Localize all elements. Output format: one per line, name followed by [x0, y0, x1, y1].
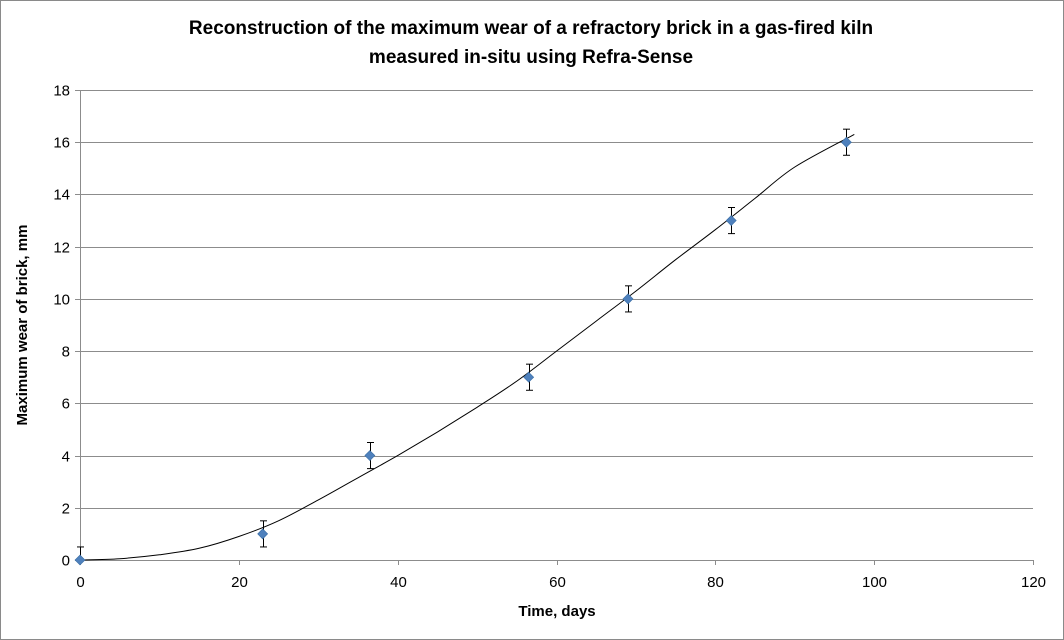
gridlines: [80, 90, 1033, 509]
y-tick-labels: 0 2 4 6 8 10 12 14 16 18: [53, 83, 70, 570]
x-tick-label: 100: [862, 574, 887, 591]
y-tick-label: 2: [62, 501, 70, 518]
y-tick-label: 18: [53, 83, 70, 100]
y-tick-label: 4: [62, 449, 70, 466]
x-tick-label: 120: [1021, 574, 1046, 591]
x-tick-label: 0: [76, 574, 84, 591]
y-tick-label: 6: [62, 396, 70, 413]
axes: [75, 90, 1034, 565]
x-tick-label: 20: [231, 574, 248, 591]
data-points: [74, 136, 852, 566]
data-point: [725, 215, 737, 226]
y-tick-label: 8: [62, 344, 70, 361]
x-tick-label: 40: [390, 574, 407, 591]
data-point: [523, 371, 535, 383]
chart-title-line-1: Reconstruction of the maximum wear of a …: [188, 18, 874, 39]
y-axis-title: Maximum wear of brick, mm: [14, 225, 31, 426]
trendline: [79, 133, 855, 561]
y-tick-label: 16: [53, 135, 70, 152]
data-point: [622, 293, 634, 305]
y-tick-label: 0: [62, 553, 70, 570]
data-point: [364, 450, 376, 461]
data-point: [840, 136, 852, 148]
x-tick-labels: 0 20 40 60 80 100 120: [76, 574, 1046, 591]
y-tick-label: 14: [53, 187, 70, 204]
data-point: [74, 554, 86, 566]
x-tick-label: 80: [707, 574, 724, 591]
chart-title: Reconstruction of the maximum wear of a …: [0, 14, 1062, 72]
trendline-layer: [79, 133, 855, 561]
y-tick-label: 12: [53, 240, 70, 257]
error-bars: [77, 128, 850, 561]
x-axis-title: Time, days: [518, 603, 595, 620]
y-tick-label: 10: [53, 292, 70, 309]
x-tick-label: 60: [549, 574, 566, 591]
chart-title-line-2: measured in-situ using Refra-Sense: [368, 47, 694, 68]
data-point: [257, 528, 269, 540]
